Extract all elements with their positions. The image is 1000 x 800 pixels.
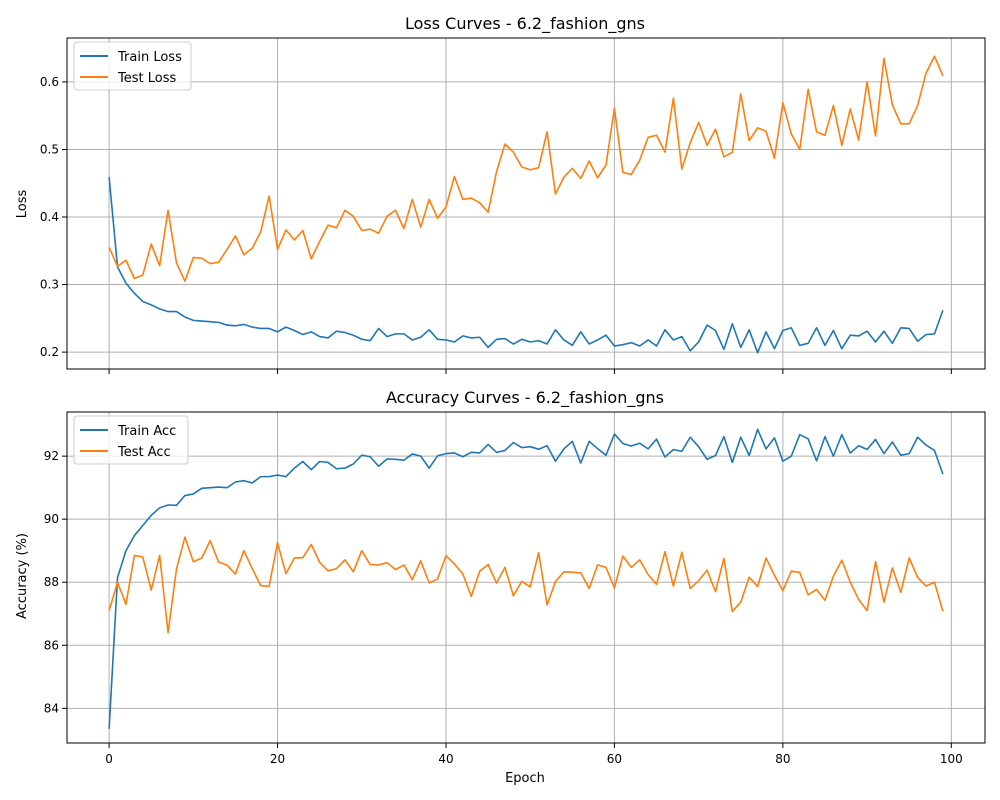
accuracy-series-line-test [108, 536, 944, 634]
accuracy-series-line-train [108, 428, 944, 729]
accuracy-ytick-label: 84 [44, 701, 59, 715]
accuracy-ytick-label: 86 [44, 638, 59, 652]
accuracy-xtick-label: 100 [940, 752, 963, 766]
accuracy-chart-ylabel: Accuracy (%) [15, 533, 30, 619]
accuracy-ytick-label: 90 [44, 512, 59, 526]
accuracy-chart-title: Accuracy Curves - 6.2_fashion_gns [386, 388, 664, 408]
loss-legend-label-test: Test Loss [117, 71, 176, 86]
accuracy-chart-grid [67, 412, 985, 743]
loss-chart-frame [66, 37, 986, 370]
loss-chart-ylabel: Loss [15, 190, 30, 219]
loss-series-line-train [108, 177, 944, 354]
accuracy-ytick-label: 92 [44, 449, 59, 463]
accuracy-legend-label-train: Train Acc [117, 424, 176, 439]
accuracy-chart-xlabel: Epoch [505, 771, 545, 786]
loss-legend-label-train: Train Loss [117, 50, 182, 65]
loss-ytick-label: 0.4 [40, 210, 59, 224]
accuracy-legend-label-test: Test Acc [117, 445, 171, 460]
accuracy-xtick-label: 40 [438, 752, 453, 766]
loss-ytick-label: 0.2 [40, 345, 59, 359]
accuracy-chart-series [108, 428, 944, 729]
loss-chart-ticks: 0.2 0.3 0.4 0.5 0.6 [40, 75, 952, 374]
loss-chart-series [108, 55, 944, 354]
accuracy-xtick-label: 0 [105, 752, 113, 766]
loss-ytick-label: 0.6 [40, 75, 59, 89]
accuracy-xtick-label: 20 [270, 752, 285, 766]
loss-chart: Loss Curves - 6.2_fashion_gns Loss 0.20.… [15, 14, 986, 374]
loss-chart-grid [67, 38, 985, 369]
loss-series-line-test [108, 55, 944, 282]
accuracy-xtick-label: 80 [775, 752, 790, 766]
loss-ytick-label: 0.5 [40, 142, 59, 156]
loss-ytick-label: 0.3 [40, 278, 59, 292]
accuracy-xtick-label: 60 [607, 752, 622, 766]
loss-chart-legend: Train Loss Test Loss [73, 41, 192, 91]
accuracy-chart-legend: Train Acc Test Acc [73, 415, 189, 465]
accuracy-chart-frame [66, 411, 986, 744]
loss-chart-title: Loss Curves - 6.2_fashion_gns [405, 14, 645, 34]
accuracy-chart: Accuracy Curves - 6.2_fashion_gns Accura… [15, 388, 986, 786]
accuracy-chart-ticks: 0 20 40 60 80 100 84 86 88 90 92 [44, 449, 963, 766]
accuracy-ytick-label: 88 [44, 575, 59, 589]
